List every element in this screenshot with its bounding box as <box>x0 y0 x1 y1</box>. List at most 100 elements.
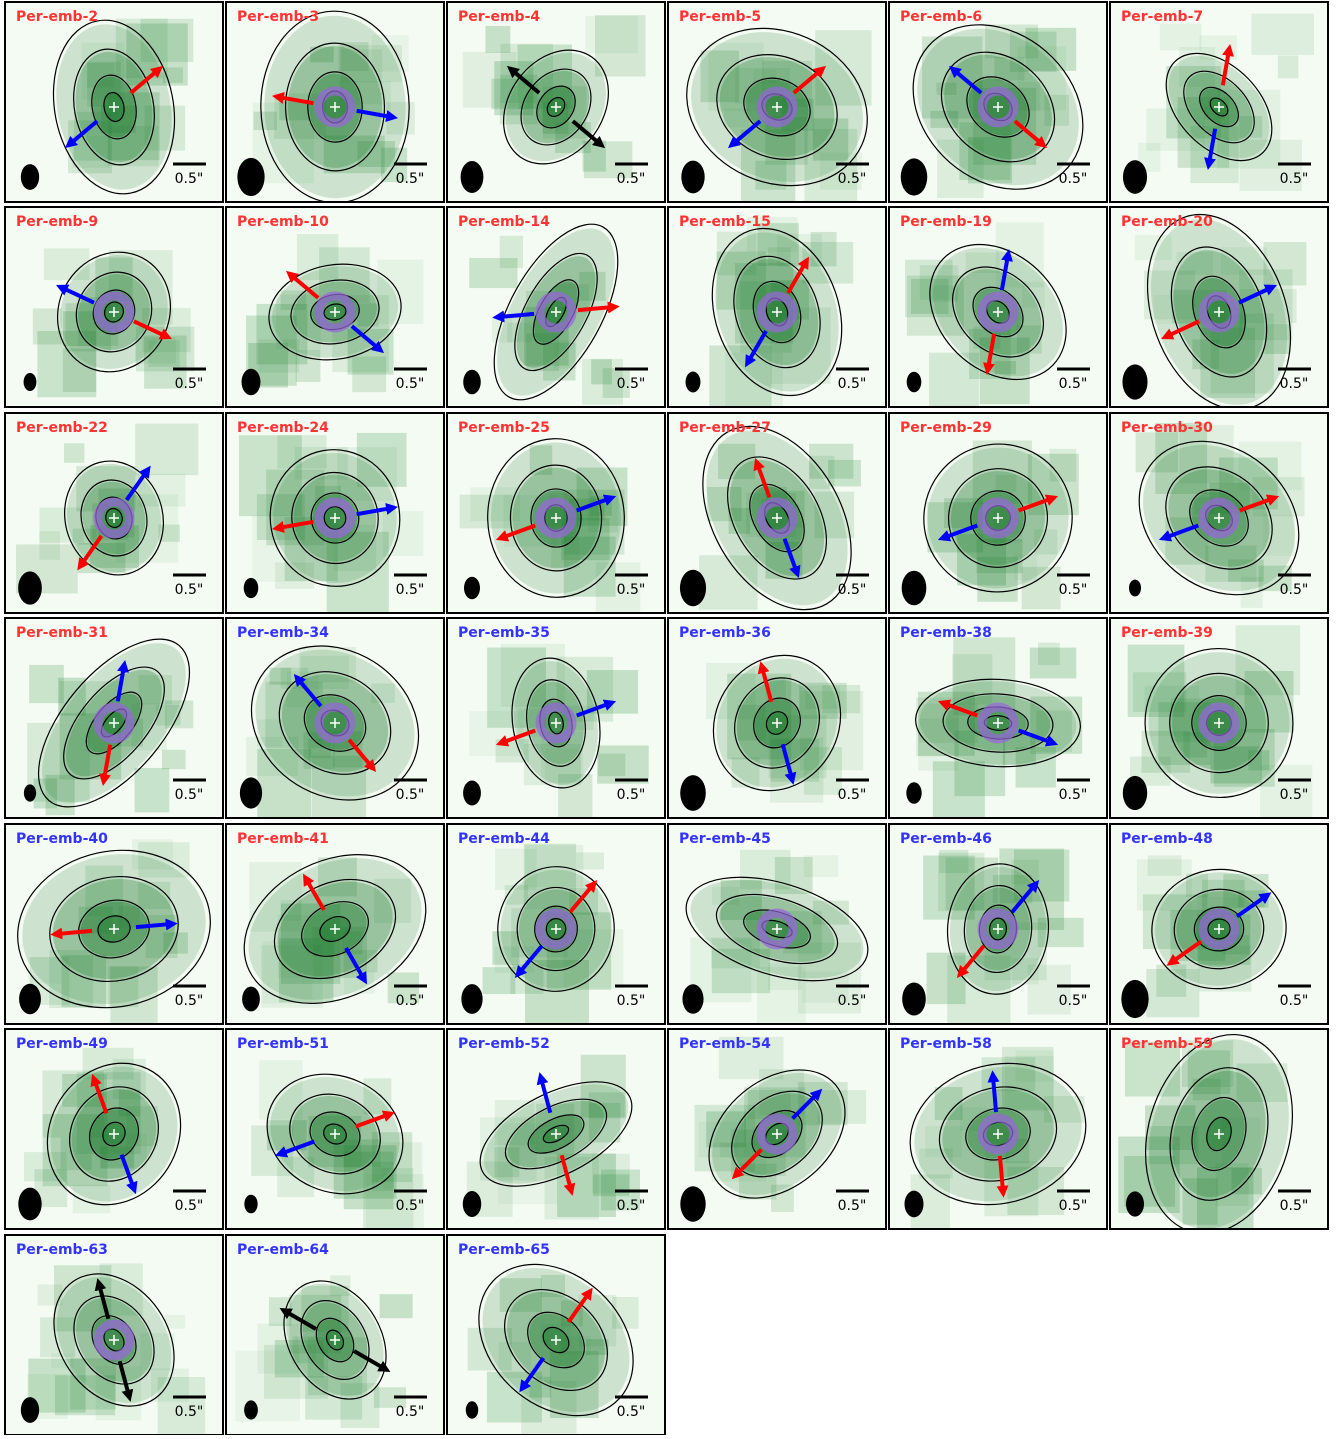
source-cross <box>1214 718 1224 728</box>
emission-pixel <box>812 118 849 161</box>
emission-pixel <box>738 1163 777 1200</box>
emission-pixel <box>1025 27 1077 71</box>
contour <box>80 479 148 557</box>
disk-ring <box>977 702 1019 744</box>
emission-pixel <box>1146 108 1205 151</box>
contour <box>708 1069 846 1199</box>
emission-map: 0.5" <box>685 216 869 407</box>
contour <box>685 876 869 982</box>
panel-frame <box>4 412 224 614</box>
outflow-arrow <box>1017 494 1059 513</box>
contour <box>1169 672 1269 774</box>
emission-pixel <box>707 486 742 522</box>
emission-pixel <box>134 767 170 813</box>
emission-map: 0.5" <box>1122 213 1311 407</box>
emission-pixel <box>469 257 518 289</box>
outflow-arrow <box>948 65 983 95</box>
outflow-arrow <box>727 119 762 149</box>
contour <box>73 1295 155 1385</box>
emission-pixel <box>994 57 1025 81</box>
outflow-arrow <box>536 1072 553 1114</box>
contour <box>915 678 1081 768</box>
contour <box>536 85 576 129</box>
panel: 0.5" Per-emb-38 <box>888 617 1108 819</box>
emission-pixel <box>500 643 565 708</box>
emission-pixel <box>594 15 646 77</box>
panel: 0.5" Per-emb-24 <box>225 412 445 614</box>
emission-pixel <box>42 1114 108 1187</box>
outflow-arrow <box>55 284 95 305</box>
beam <box>906 782 922 804</box>
source-cross <box>551 718 561 728</box>
outflow-arrow <box>744 330 768 368</box>
contour <box>1206 1116 1232 1152</box>
emission-pixel <box>1009 31 1057 72</box>
source-cross <box>1214 102 1224 112</box>
emission-pixel <box>591 359 612 385</box>
emission-pixel <box>586 1339 609 1355</box>
outflow-arrow <box>492 310 535 323</box>
panel-label: Per-emb-27 <box>679 420 771 436</box>
disk-ring <box>93 291 135 333</box>
emission-map: 0.5" <box>1128 422 1311 608</box>
emission-pixel <box>919 265 959 300</box>
emission-map: 0.5" <box>237 10 427 202</box>
scale-label: 0.5" <box>1059 376 1088 392</box>
source-cross <box>551 924 561 934</box>
panel-frame <box>1109 823 1329 1025</box>
panel-frame <box>225 1 445 203</box>
source-cross <box>993 102 1003 112</box>
beam <box>1122 775 1148 811</box>
scale-label: 0.5" <box>175 993 204 1009</box>
outflow-arrow <box>514 944 544 979</box>
source-cross <box>993 924 1003 934</box>
emission-map: 0.5" <box>16 423 206 605</box>
contour <box>63 666 165 780</box>
emission-pixel <box>1179 424 1234 484</box>
scale-label: 0.5" <box>175 171 204 187</box>
emission-pixel <box>467 1327 512 1371</box>
contour <box>91 74 137 140</box>
panel-label: Per-emb-30 <box>1121 420 1213 436</box>
contour <box>273 878 397 980</box>
contour <box>309 1111 361 1157</box>
panel-label: Per-emb-20 <box>1121 214 1213 230</box>
emission-pixel <box>967 137 1013 184</box>
emission-pixel <box>365 1173 424 1229</box>
contour <box>542 1124 570 1144</box>
contour <box>53 1273 175 1407</box>
beam <box>463 780 481 806</box>
emission-pixel <box>356 432 407 487</box>
contour <box>749 483 805 553</box>
emission-map: 0.5" <box>20 18 206 195</box>
emission-pixel <box>238 435 302 517</box>
panel: 0.5" Per-emb-63 <box>4 1234 224 1436</box>
emission-pixel <box>280 900 301 921</box>
emission-pixel <box>517 44 572 109</box>
emission-pixel <box>29 664 64 704</box>
beam <box>462 1191 482 1217</box>
beam <box>20 1397 40 1423</box>
panel: 0.5" Per-emb-65 <box>446 1234 666 1436</box>
emission-pixel <box>1228 559 1264 582</box>
panel: 0.5" Per-emb-29 <box>888 412 1108 614</box>
emission-pixel <box>1015 746 1056 788</box>
panel-label: Per-emb-15 <box>679 214 771 230</box>
emission-map: 0.5" <box>1118 1033 1311 1229</box>
emission-pixel <box>347 328 394 375</box>
outflow-arrow <box>1220 43 1234 86</box>
emission-pixel <box>39 531 61 560</box>
beam <box>244 1194 258 1214</box>
panel-label: Per-emb-3 <box>237 9 319 25</box>
panel-label: Per-emb-63 <box>16 1242 108 1258</box>
disk-ring <box>756 291 798 333</box>
contour <box>479 1081 633 1187</box>
panel-label: Per-emb-34 <box>237 625 329 641</box>
contour <box>103 91 125 123</box>
emission-pixel <box>579 271 606 301</box>
emission-pixel <box>578 1294 617 1347</box>
disk-ring <box>535 908 577 950</box>
outflow-arrow <box>937 523 979 542</box>
outflow-arrow <box>568 879 598 914</box>
contour <box>715 893 839 965</box>
